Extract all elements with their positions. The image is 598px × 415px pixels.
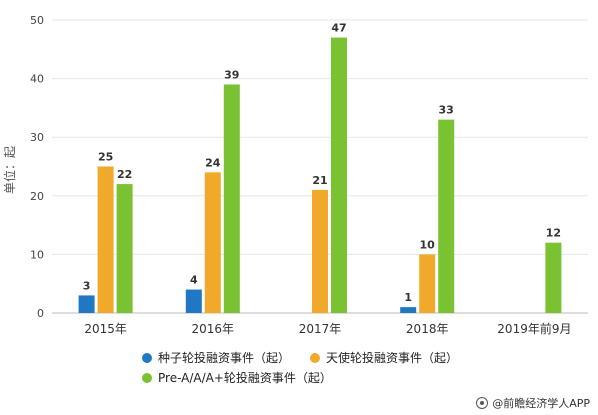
legend-swatch-angel <box>310 352 320 363</box>
bar-value-label: 1 <box>404 291 412 304</box>
x-axis-ticks: 2015年 2016年 2017年 2018年 2019年前9月 <box>84 321 571 336</box>
bar-value-label: 24 <box>205 156 221 169</box>
legend-item-angel: 天使轮投融资事件（起） <box>310 349 458 366</box>
bar <box>438 119 455 314</box>
legend-swatch-pre-a <box>142 372 152 383</box>
bar <box>400 307 417 313</box>
bar-value-label: 25 <box>98 151 113 164</box>
brand-logo-icon <box>476 397 489 409</box>
y-tick-label: 40 <box>30 73 44 86</box>
bar-value-label: 12 <box>546 227 561 240</box>
y-tick-label: 30 <box>30 131 44 144</box>
bar-value-label: 39 <box>224 68 239 81</box>
bar-value-label: 21 <box>312 174 327 187</box>
bar <box>331 37 347 313</box>
bar <box>223 84 240 314</box>
bar-value-label: 47 <box>331 22 346 35</box>
x-tick-label: 2017年 <box>299 322 342 336</box>
y-axis-ticks: 0 10 20 30 40 50 <box>30 14 44 320</box>
bar <box>185 289 202 313</box>
bar <box>97 166 114 313</box>
footer-text: @前瞻经济学人APP <box>492 397 590 410</box>
x-tick-label: 2019年前9月 <box>497 321 571 336</box>
bar-value-label: 10 <box>420 238 436 251</box>
legend: 种子轮投融资事件（起） 天使轮投融资事件（起） Pre-A/A/A+轮投融资事件… <box>142 349 542 389</box>
legend-label-angel: 天使轮投融资事件（起） <box>326 351 459 365</box>
footer-source: @前瞻经济学人APP <box>476 395 590 411</box>
bar <box>545 242 562 313</box>
y-tick-label: 10 <box>30 248 44 261</box>
bar <box>78 295 95 313</box>
bar-value-label: 4 <box>190 274 198 287</box>
y-tick-label: 0 <box>37 307 44 320</box>
x-tick-label: 2015年 <box>84 322 127 336</box>
y-axis-label: 单位：起 <box>2 146 17 194</box>
legend-swatch-seed <box>142 352 152 363</box>
bar-value-label: 22 <box>117 168 132 181</box>
bar-value-label: 33 <box>439 104 454 117</box>
bar <box>419 254 436 313</box>
bar <box>116 184 133 313</box>
x-tick-label: 2016年 <box>192 322 235 336</box>
bar-value-label: 3 <box>83 279 91 292</box>
y-tick-label: 20 <box>30 190 44 203</box>
bar <box>204 172 221 313</box>
bar <box>312 189 328 313</box>
legend-item-seed: 种子轮投融资事件（起） <box>142 349 290 366</box>
bars: 3 25 22 4 24 39 21 47 1 10 33 12 <box>78 22 562 314</box>
legend-label-seed: 种子轮投融资事件（起） <box>158 351 291 365</box>
x-tick-label: 2018年 <box>406 322 449 336</box>
y-tick-label: 50 <box>30 14 44 27</box>
legend-label-pre-a: Pre-A/A/A+轮投融资事件（起） <box>158 371 332 385</box>
legend-item-pre-a: Pre-A/A/A+轮投融资事件（起） <box>142 369 332 386</box>
